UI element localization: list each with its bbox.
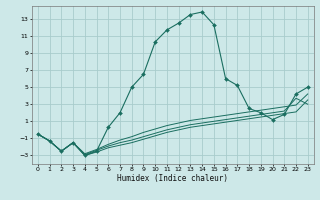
- X-axis label: Humidex (Indice chaleur): Humidex (Indice chaleur): [117, 174, 228, 183]
